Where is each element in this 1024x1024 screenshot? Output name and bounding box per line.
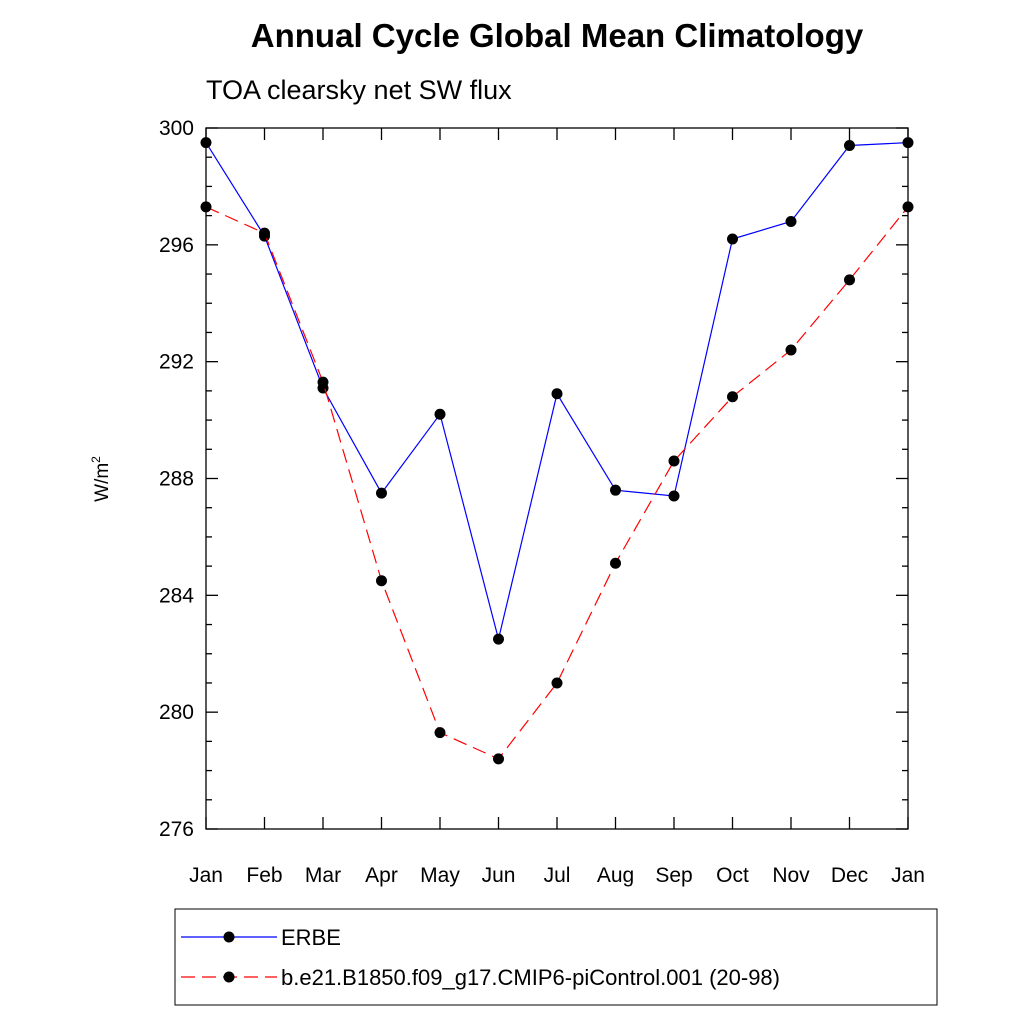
data-series	[200, 137, 914, 765]
x-tick-label: Feb	[246, 864, 282, 887]
y-tick-label: 292	[159, 351, 194, 374]
data-point	[727, 233, 738, 245]
x-tick-label: Apr	[365, 864, 398, 887]
x-tick-label: Dec	[831, 864, 868, 887]
x-tick-label: Mar	[305, 864, 341, 887]
data-point	[902, 201, 914, 213]
y-tick-label: 300	[159, 117, 194, 140]
chart-title: Annual Cycle Global Mean Climatology	[251, 17, 864, 54]
data-point	[727, 391, 738, 403]
data-point	[844, 274, 855, 286]
data-point	[844, 140, 855, 152]
legend-item-0: ERBE	[181, 925, 341, 950]
data-point	[493, 633, 504, 645]
series-line	[205, 206, 909, 760]
x-tick-label: Jul	[544, 864, 571, 887]
data-point	[785, 344, 797, 356]
series-0	[200, 137, 914, 645]
data-point	[434, 408, 446, 420]
y-tick-label: 276	[159, 818, 194, 841]
legend: ERBE b.e21.B1850.f09_g17.CMIP6-piControl.…	[181, 925, 780, 990]
legend-marker	[223, 971, 235, 983]
legend-box	[174, 908, 938, 1006]
data-point	[551, 388, 563, 400]
plot-frame	[205, 127, 909, 830]
x-tick-label: Nov	[772, 864, 810, 887]
legend-item-1: b.e21.B1850.f09_g17.CMIP6-piControl.001 …	[181, 965, 780, 990]
x-tick-label: May	[420, 864, 460, 887]
chart-subtitle: TOA clearsky net SW flux	[206, 75, 512, 105]
data-point	[200, 201, 212, 213]
y-axis-label-exponent: 2	[89, 456, 103, 463]
data-point	[376, 575, 387, 587]
x-tick-label: Aug	[597, 864, 634, 887]
y-tick-label: 280	[159, 701, 194, 724]
x-tick-label: Jan	[891, 864, 925, 887]
data-point	[668, 490, 680, 502]
data-point	[610, 557, 621, 569]
data-point	[434, 727, 446, 739]
data-point	[785, 215, 797, 227]
data-point	[902, 137, 914, 149]
data-point	[493, 753, 504, 765]
data-point	[668, 455, 680, 467]
y-tick-label: 284	[159, 584, 194, 607]
legend-marker	[223, 931, 235, 943]
y-tick-label: 288	[159, 468, 194, 491]
axis-ticks: 276 280 284 288 292 296 300 Jan Feb Mar Apr May Jun J…	[159, 117, 925, 887]
data-point	[610, 484, 621, 496]
data-point	[317, 376, 329, 388]
data-point	[200, 137, 212, 149]
x-tick-label: Sep	[655, 864, 692, 887]
legend-label: ERBE	[281, 925, 341, 950]
x-tick-label: Jun	[482, 864, 516, 887]
series-1	[200, 201, 914, 765]
data-point	[376, 487, 387, 499]
y-tick-label: 296	[159, 234, 194, 257]
legend-label: b.e21.B1850.f09_g17.CMIP6-piControl.001 …	[281, 965, 780, 990]
x-tick-label: Oct	[716, 864, 749, 887]
y-axis-label-unit: W/m	[92, 463, 113, 502]
data-point	[551, 677, 563, 689]
data-point	[259, 227, 270, 239]
x-tick-label: Jan	[189, 864, 223, 887]
y-axis-label: W/m2	[89, 456, 113, 502]
